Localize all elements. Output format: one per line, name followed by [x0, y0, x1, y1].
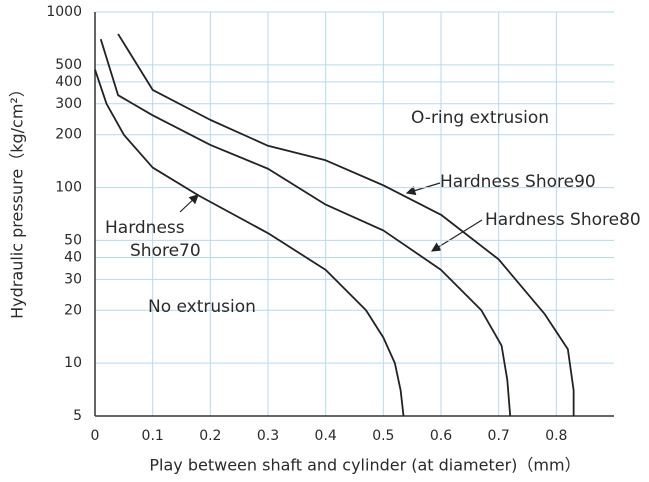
y-tick-label: 20	[64, 302, 82, 318]
x-tick-label: 0.8	[545, 428, 567, 444]
x-tick-label: 0.5	[372, 428, 394, 444]
annotation: Hardness Shore80	[485, 210, 641, 230]
y-tick-label: 500	[55, 57, 82, 73]
curve	[117, 33, 575, 416]
y-tick-label: 400	[55, 74, 82, 90]
x-tick-label: 0.4	[315, 428, 337, 444]
x-tick-label: 0.1	[142, 428, 164, 444]
arrow	[430, 219, 483, 252]
x-tick-label: 0.3	[257, 428, 279, 444]
annotation: Hardness	[105, 218, 185, 238]
y-tick-label: 30	[64, 271, 82, 287]
curve	[99, 38, 512, 417]
arrow	[179, 194, 199, 213]
x-tick-label: 0.2	[199, 428, 221, 444]
x-tick-label: 0.6	[430, 428, 452, 444]
annotation: Hardness Shore90	[440, 172, 596, 192]
annotation: No extrusion	[148, 297, 256, 317]
y-tick-label: 5	[73, 408, 82, 424]
y-tick-label: 40	[64, 249, 82, 265]
y-tick-label: 1000	[46, 4, 82, 20]
y-axis-label: Hydraulic pressure（kg/cm²）	[8, 81, 27, 319]
y-tick-label: 200	[55, 127, 82, 143]
annotation: Shore70	[130, 241, 201, 261]
y-tick-label: 10	[64, 355, 82, 371]
x-tick-label: 0	[91, 428, 100, 444]
annotation: O-ring extrusion	[411, 108, 549, 128]
y-tick-label: 50	[64, 232, 82, 248]
x-tick-label: 0.7	[488, 428, 510, 444]
y-tick-label: 100	[55, 180, 82, 196]
curve	[94, 69, 405, 417]
y-tick-label: 300	[55, 96, 82, 112]
x-axis-label: Play between shaft and cylinder (at diam…	[149, 456, 580, 475]
